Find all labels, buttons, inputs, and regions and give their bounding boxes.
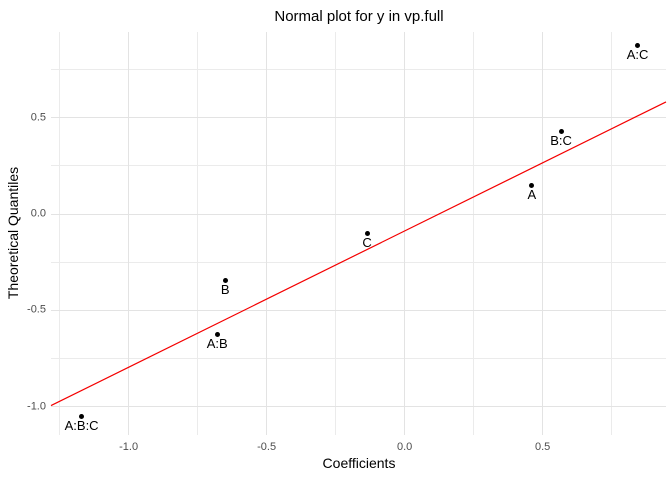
grid-major-vertical [542,32,544,435]
point-label-a-b: A:B [206,335,228,351]
grid-major-horizontal [51,309,666,311]
y-axis-title: Theoretical Quantiles [5,166,21,300]
data-point-a-b [214,331,220,337]
grid-minor-vertical [197,32,199,435]
grid-minor-horizontal [51,165,666,167]
grid-major-horizontal [51,406,666,408]
x-tick-label: 0.5 [534,441,551,453]
grid-major-vertical [404,32,406,435]
x-tick-label: -1.0 [119,441,139,453]
point-label-a-c: A:C [626,47,649,63]
x-tick-label: 0.0 [396,441,413,453]
point-label-a-b-c: A:B:C [64,418,99,434]
point-label-a: A [527,186,537,202]
y-tick-label: -1.0 [27,400,46,413]
y-tick-label: 0.0 [30,207,46,220]
grid-major-vertical [128,32,130,435]
grid-minor-horizontal [51,261,666,263]
point-label-c: C [362,234,372,250]
data-point-a-c [635,43,641,49]
y-tick-label: 0.5 [30,111,46,124]
point-label-b: B [220,282,230,298]
x-axis-title: Coefficients [322,455,396,471]
grid-major-vertical [266,32,268,435]
grid-major-horizontal [51,213,666,215]
grid-major-horizontal [51,117,666,119]
grid-minor-vertical [473,32,475,435]
grid-minor-vertical [59,32,61,435]
grid-minor-vertical [335,32,337,435]
data-point-c [364,230,370,236]
x-tick-label: -0.5 [257,441,277,453]
y-tick-label: -0.5 [27,303,46,316]
data-point-b-c [558,129,564,135]
data-point-a [529,182,535,188]
data-point-a-b-c [79,414,85,420]
plot-title: Normal plot for y in vp.full [274,8,444,25]
plot-panel [51,32,666,435]
grid-minor-horizontal [51,358,666,360]
grid-minor-vertical [611,32,613,435]
point-label-b-c: B:C [550,133,572,149]
grid-minor-horizontal [51,68,666,70]
data-point-b [222,278,228,284]
